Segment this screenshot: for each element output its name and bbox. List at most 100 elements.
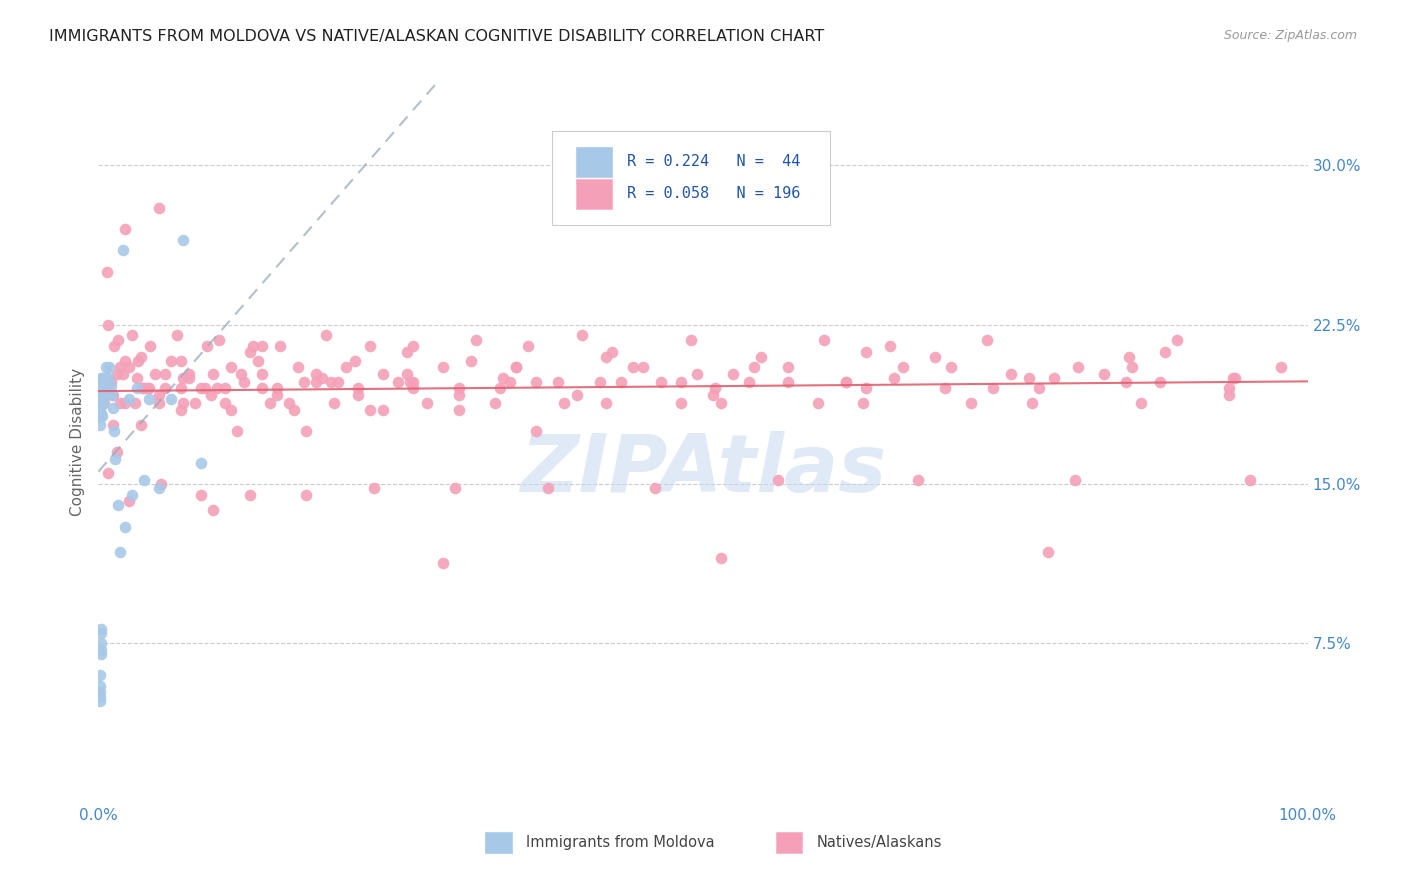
Point [97,318,120,332]
Point [214,381,236,395]
Point [114,396,136,410]
Point [723,367,745,381]
Point [107,498,129,512]
Point [516,339,538,353]
FancyBboxPatch shape [551,131,830,225]
Point [363,481,385,495]
Point [108,545,131,559]
Point [939,360,962,375]
Point [166,328,188,343]
Text: R = 0.058   N = 196: R = 0.058 N = 196 [627,186,800,202]
Point [484,396,506,410]
Point [232,375,254,389]
Point [200,388,222,402]
Point [650,375,672,389]
Point [91,396,114,410]
Point [505,360,527,375]
Point [143,367,166,381]
Point [153,381,176,395]
Y-axis label: Cognitive Disability: Cognitive Disability [70,368,86,516]
Point [190,381,212,395]
Point [111,367,134,381]
Point [447,381,470,395]
Point [239,488,262,502]
Point [139,339,162,353]
Point [89,402,111,417]
Point [242,339,264,353]
Point [1121,360,1143,375]
Point [121,328,143,343]
Point [1222,371,1244,385]
Point [305,375,328,389]
Point [94,375,117,389]
Point [710,396,733,410]
Text: R = 0.224   N =  44: R = 0.224 N = 44 [627,154,800,169]
Text: ZIPAtlas: ZIPAtlas [520,432,886,509]
Point [1067,360,1090,375]
Point [90,371,112,385]
Point [101,417,124,432]
Point [97,467,120,481]
Point [250,339,273,353]
Point [834,375,856,389]
Point [97,371,120,385]
Point [150,477,173,491]
Point [416,396,439,410]
FancyBboxPatch shape [485,831,512,854]
Point [464,333,486,347]
Text: Natives/Alaskans: Natives/Alaskans [817,835,942,850]
Point [1042,371,1064,385]
Point [524,424,547,438]
Point [395,367,418,381]
Point [91,409,114,423]
Point [924,350,946,364]
Point [537,481,560,495]
Point [347,388,370,402]
Point [776,360,799,375]
Point [103,339,125,353]
Point [100,388,122,402]
Point [89,694,111,708]
Point [371,402,394,417]
Point [395,345,418,359]
Point [172,371,194,385]
Point [89,685,111,699]
Point [447,388,470,402]
Point [89,417,111,432]
Point [266,381,288,395]
Point [1018,371,1040,385]
Point [602,345,624,359]
Point [269,339,291,353]
Point [127,353,149,368]
Point [169,353,191,368]
Point [148,481,170,495]
Point [89,679,111,693]
Point [319,375,342,389]
Point [498,375,520,389]
Point [571,328,593,343]
Point [891,360,914,375]
Point [98,360,121,375]
Point [855,345,877,359]
Point [343,353,366,368]
Point [93,381,115,395]
Point [907,473,929,487]
Point [184,396,207,410]
Point [631,360,654,375]
Point [749,350,772,364]
Point [347,381,370,395]
Point [547,375,569,389]
Point [108,360,131,375]
Point [976,333,998,347]
Point [195,339,218,353]
Point [226,424,249,438]
Point [179,371,201,385]
Point [108,396,131,410]
Point [148,388,170,402]
Point [610,375,633,389]
Point [138,392,160,406]
Point [934,381,956,395]
Point [402,381,425,395]
Point [489,381,512,395]
Point [295,488,318,502]
